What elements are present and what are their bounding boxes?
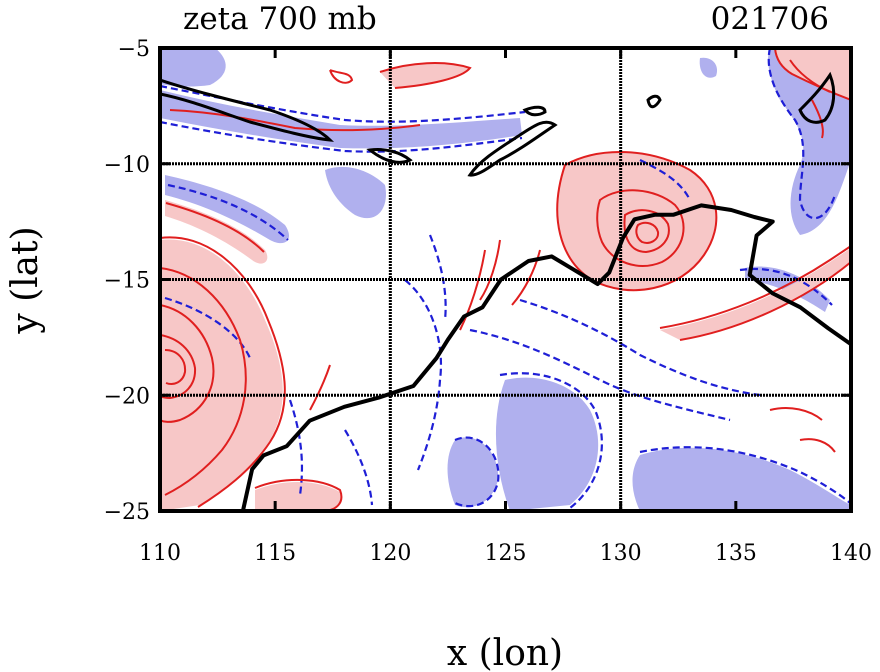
neg-contour-4 bbox=[164, 296, 251, 359]
neg-contour-5 bbox=[404, 279, 442, 471]
pos-contour-cyc-core bbox=[635, 221, 660, 244]
x-tick-label: 140 bbox=[830, 541, 872, 566]
y-tick-label: −10 bbox=[104, 153, 150, 178]
neg-contour-1 bbox=[160, 84, 526, 123]
y-axis-label: y (lat) bbox=[5, 226, 46, 334]
y-tick-label: −5 bbox=[118, 37, 150, 62]
neg-fill-top-left bbox=[160, 48, 226, 87]
pos-contour-north-mid bbox=[379, 62, 472, 89]
neg-contour-6 bbox=[428, 234, 447, 321]
neg-fill-north-east bbox=[768, 48, 851, 235]
pos-contour-south-coast bbox=[254, 479, 343, 511]
pos-contour-cyc-inner bbox=[623, 209, 670, 254]
neg-contour-9 bbox=[519, 298, 761, 397]
pos-contour-west-outer bbox=[160, 236, 286, 508]
pos-contour-se-2 bbox=[799, 438, 836, 453]
pos-contour-west-eye bbox=[164, 349, 187, 385]
axis-ticks bbox=[158, 46, 853, 513]
pos-contour-west-arm bbox=[165, 202, 265, 253]
neg-contour-12 bbox=[639, 159, 691, 201]
x-tick-label: 110 bbox=[139, 541, 181, 566]
neg-contour-2 bbox=[160, 120, 523, 153]
y-tick-label: −20 bbox=[104, 384, 150, 409]
neg-contour-14 bbox=[454, 436, 500, 508]
neg-contour-11 bbox=[767, 48, 837, 220]
pos-contour-east-band-1 bbox=[659, 245, 851, 329]
neg-fill-north-small bbox=[699, 57, 718, 78]
y-tick-label: −25 bbox=[104, 500, 150, 525]
plot-area bbox=[160, 48, 851, 511]
pos-contour-cyc-outer bbox=[556, 151, 718, 292]
y-tick-label: −15 bbox=[104, 269, 150, 294]
x-tick-labels: 110 115 120 125 130 135 140 bbox=[139, 541, 872, 566]
x-tick-label: 115 bbox=[254, 541, 296, 566]
pos-fill-west-arm bbox=[165, 200, 268, 264]
neg-contour-10 bbox=[639, 446, 851, 505]
neg-contour-15 bbox=[288, 399, 304, 496]
coastline bbox=[240, 203, 851, 511]
island-timor bbox=[467, 120, 558, 177]
pos-contour-coast-spike bbox=[309, 364, 331, 411]
x-axis-label: x (lon) bbox=[447, 633, 563, 672]
pos-contour-west-mid bbox=[160, 267, 247, 496]
neg-contour-16 bbox=[344, 429, 374, 506]
y-tick-labels: −5 −10 −15 −20 −25 bbox=[104, 37, 150, 525]
pos-contour-north-loop bbox=[329, 69, 354, 84]
neg-fill-north-band bbox=[160, 90, 522, 149]
pos-contour-cyc-mid bbox=[596, 189, 685, 267]
negative-contours bbox=[160, 48, 851, 509]
neg-fill-south-lobe bbox=[447, 437, 499, 508]
pos-contour-east-band-2 bbox=[679, 261, 851, 341]
pos-contour-ne-2 bbox=[789, 59, 831, 93]
pos-contour-coast-wave-2 bbox=[479, 239, 501, 301]
pos-contour-west-inner bbox=[160, 304, 215, 423]
pos-contour-coast-wave-1 bbox=[459, 249, 486, 331]
pos-fill-east-band bbox=[660, 248, 851, 340]
chart-date: 021706 bbox=[711, 1, 829, 37]
pos-contour-se-1 bbox=[769, 407, 823, 421]
neg-fill-south-interior bbox=[495, 377, 599, 511]
island-north-east bbox=[798, 71, 836, 124]
x-tick-label: 120 bbox=[369, 541, 411, 566]
negative-vorticity-fills bbox=[160, 48, 851, 511]
pos-fill-north-mid bbox=[380, 63, 470, 88]
positive-vorticity-fills bbox=[160, 48, 851, 511]
x-tick-label: 135 bbox=[715, 541, 757, 566]
pos-fill-central-cyclone bbox=[557, 151, 717, 291]
gridlines bbox=[160, 48, 851, 511]
neg-contour-8 bbox=[469, 328, 731, 422]
neg-contour-13 bbox=[739, 267, 833, 306]
island-small-1 bbox=[522, 105, 547, 117]
neg-contour-7 bbox=[499, 372, 603, 509]
x-tick-label: 125 bbox=[485, 541, 527, 566]
neg-contour-3 bbox=[167, 183, 289, 241]
island-sumba bbox=[366, 148, 413, 164]
neg-fill-central-patch bbox=[325, 166, 386, 219]
island-java-east bbox=[160, 78, 335, 142]
chart-title: zeta 700 mb bbox=[183, 1, 377, 37]
island-small-2 bbox=[646, 94, 662, 109]
x-tick-label: 130 bbox=[600, 541, 642, 566]
island-outlines bbox=[160, 71, 836, 177]
pos-contour-north-band bbox=[169, 109, 421, 132]
pos-contour-west-core bbox=[160, 334, 197, 400]
neg-fill-south-east bbox=[632, 447, 851, 511]
